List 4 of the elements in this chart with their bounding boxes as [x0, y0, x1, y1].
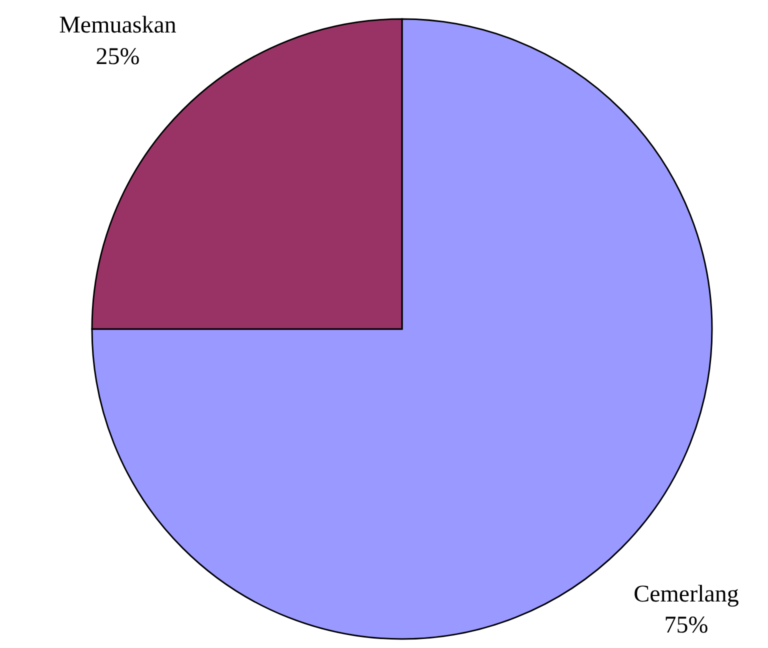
- data-label: 25%: [96, 44, 140, 70]
- slice-label: Cemerlang: [634, 581, 739, 608]
- data-label: 75%: [664, 612, 708, 638]
- slice-label: Memuaskan: [59, 12, 176, 39]
